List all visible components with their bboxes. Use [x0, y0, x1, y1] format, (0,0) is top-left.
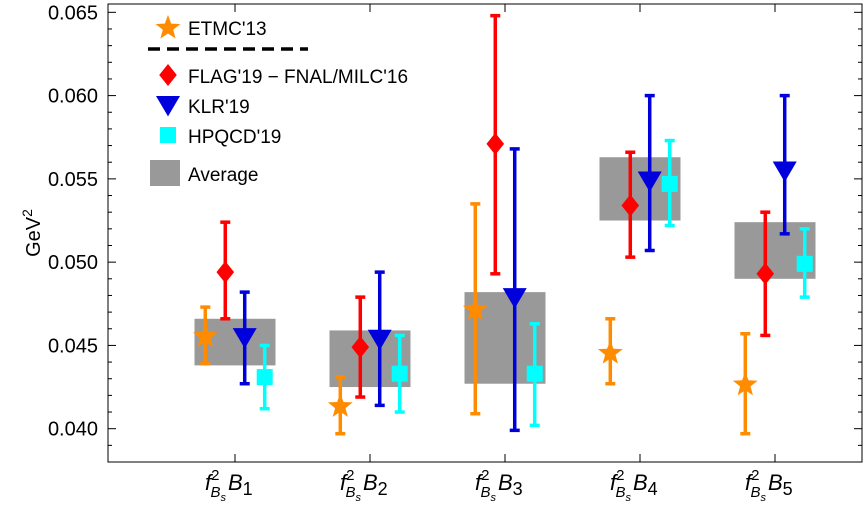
data-point-star: [732, 371, 758, 396]
legend-label: KLR'19: [188, 97, 250, 118]
legend: ETMC'13 FLAG'19 − FNAL/MILC'16 KLR'19 HPQCD…: [148, 15, 408, 186]
markers: [192, 132, 813, 417]
y-tick-label: 0.060: [48, 86, 98, 108]
x-category-label: f2 BsB5: [745, 467, 793, 502]
data-point-square: [391, 365, 408, 382]
legend-marker-square: [160, 127, 176, 143]
y-tick-label: 0.045: [48, 335, 98, 357]
data-point-triangle-down: [367, 329, 392, 351]
data-point-triangle-down: [637, 171, 662, 192]
data-point-square: [526, 365, 543, 382]
average-bands: [194, 157, 816, 388]
plot-frame: [107, 3, 863, 463]
data-point-star: [462, 296, 488, 321]
data-point-star: [192, 323, 218, 347]
data-point-diamond: [486, 132, 505, 155]
legend-label: ETMC'13: [188, 19, 267, 40]
data-point-square: [256, 369, 273, 386]
x-category-label: f2 BsB1: [205, 467, 253, 502]
data-point-triangle-down: [502, 288, 527, 309]
data-point-diamond: [756, 262, 775, 285]
x-category-label: f2 BsB3: [475, 467, 523, 502]
data-point-square: [661, 175, 678, 192]
data-point-diamond: [621, 194, 640, 217]
data-point-square: [796, 255, 813, 272]
data-point-diamond: [216, 261, 235, 284]
legend-label: FLAG'19 − FNAL/MILC'16: [188, 67, 408, 88]
y-tick-label: 0.065: [48, 2, 98, 24]
category-labels: f2 BsB1 f2 BsB2 f2 BsB3 f2 BsB4 f2 BsB5: [205, 467, 793, 504]
data-point-diamond: [351, 336, 370, 359]
legend-label: Average: [188, 165, 258, 186]
legend-marker-star: [155, 15, 181, 39]
data-point-triangle-down: [232, 328, 257, 349]
legend-marker-diamond: [159, 64, 177, 86]
y-axis-label: GeV2: [19, 209, 45, 257]
axes-frame: 0.040 0.045 0.050 0.055 0.060 0.065 GeV2: [19, 2, 863, 463]
x-category-label: f2 BsB2: [340, 467, 388, 502]
legend-marker-triangle-down: [156, 96, 180, 117]
y-tick-label: 0.055: [48, 169, 98, 191]
legend-average-swatch: [150, 160, 180, 186]
data-point-star: [597, 340, 623, 364]
legend-label: HPQCD'19: [188, 127, 281, 148]
y-tick-label: 0.040: [48, 419, 98, 441]
x-category-label: f2 BsB4: [610, 467, 658, 502]
data-point-star: [327, 393, 353, 417]
y-tick-label: 0.050: [48, 252, 98, 274]
data-point-triangle-down: [772, 161, 797, 182]
